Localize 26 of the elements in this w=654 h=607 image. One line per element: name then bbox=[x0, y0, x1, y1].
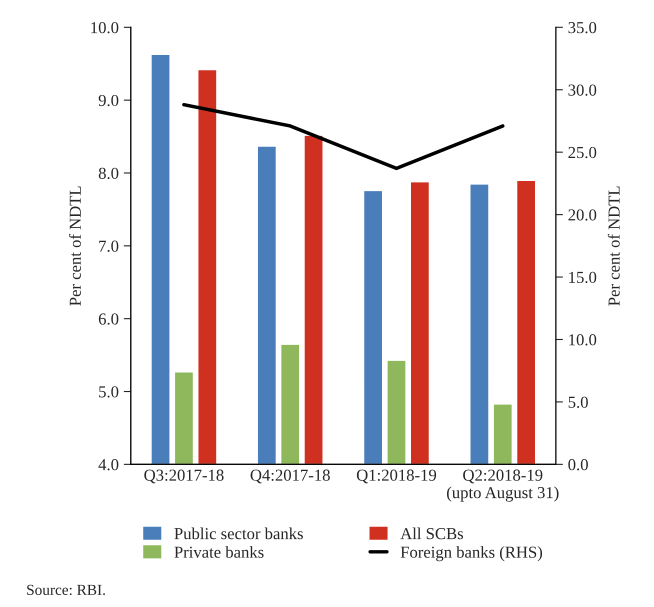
legend-label: Private banks bbox=[174, 546, 264, 558]
y-tick-label: 10.0 bbox=[91, 22, 118, 34]
y2-tick-label: 35.0 bbox=[568, 22, 596, 34]
y2-tick-label: 0.0 bbox=[568, 459, 588, 470]
y2-tick-label: 5.0 bbox=[568, 396, 588, 408]
y2-tick-label: 25.0 bbox=[568, 146, 596, 158]
y-axis-title: Per cent of NDTL bbox=[68, 186, 81, 306]
y-tick-label: 4.0 bbox=[98, 459, 118, 470]
source-note: Source: RBI. bbox=[27, 584, 105, 596]
legend-label: All SCBs bbox=[400, 528, 464, 540]
y2-axis-title: Per cent of NDTL bbox=[608, 186, 620, 306]
y-tick-label: 7.0 bbox=[99, 240, 118, 252]
x-tick-label: Q3:2017-18 bbox=[144, 470, 224, 484]
y-tick-label: 9.0 bbox=[98, 94, 118, 106]
y2-tick-label: 10.0 bbox=[569, 334, 596, 346]
y2-tick-label: 30.0 bbox=[568, 84, 596, 96]
y2-tick-label: 20.0 bbox=[568, 209, 596, 221]
x-tick-label: Q4:2017-18 bbox=[250, 470, 330, 484]
y2-tick-label: 15.0 bbox=[569, 272, 596, 284]
x-tick-label: Q2:2018-19 (upto August 31) bbox=[447, 470, 559, 502]
legend-label: Foreign banks (RHS) bbox=[400, 546, 542, 562]
legend-label: Public sector banks bbox=[174, 528, 303, 540]
x-tick-label: Q1:2018-19 bbox=[356, 470, 436, 484]
y-tick-label: 5.0 bbox=[99, 386, 118, 398]
y-tick-label: 8.0 bbox=[98, 168, 118, 180]
y-tick-label: 6.0 bbox=[98, 313, 118, 325]
